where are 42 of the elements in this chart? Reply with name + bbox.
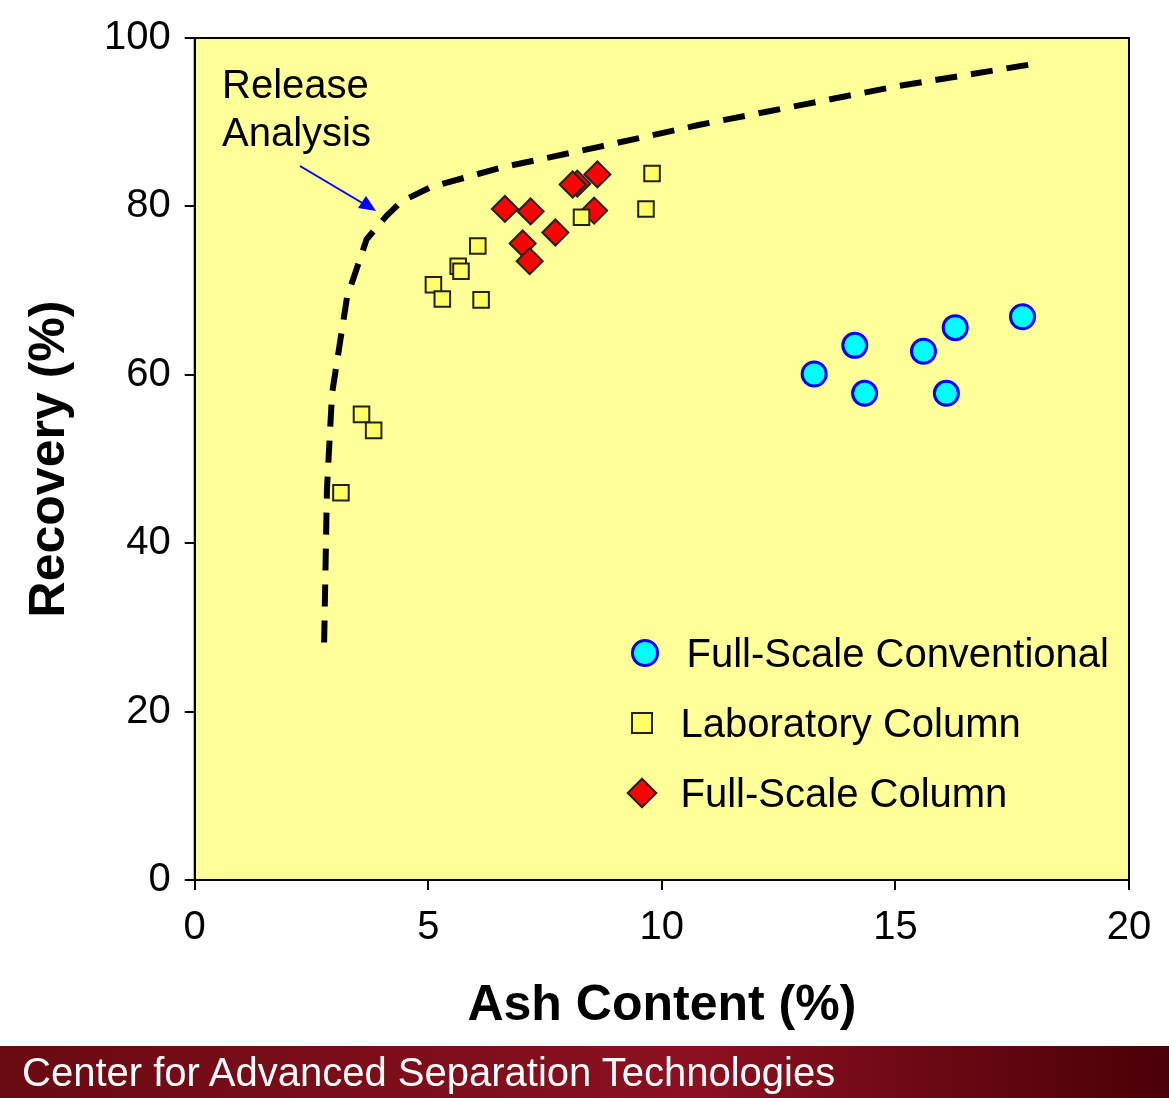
- annotation: Release Analysis: [222, 61, 372, 156]
- x-tick-label: 5: [417, 903, 440, 948]
- point: [364, 421, 383, 440]
- y-tick-label: 0: [148, 855, 171, 900]
- point: [932, 379, 960, 407]
- legend-label: Laboratory Column: [680, 700, 1021, 747]
- legend-label: Full-Scale Conventional: [686, 630, 1109, 677]
- point: [332, 483, 350, 502]
- x-tick-label: 15: [873, 903, 918, 948]
- x-tick-label: 20: [1106, 903, 1152, 948]
- point: [452, 262, 470, 281]
- point: [541, 218, 570, 247]
- point: [515, 247, 544, 276]
- legend-label: Full-Scale Column: [680, 770, 1008, 817]
- point: [909, 337, 937, 365]
- point: [558, 170, 587, 199]
- point: [637, 200, 655, 218]
- point: [572, 208, 591, 227]
- y-tick-label: 100: [103, 13, 171, 58]
- point: [941, 314, 969, 342]
- point: [508, 229, 537, 258]
- text: Center for Advanced Separation Technologies: [0, 1046, 1169, 1098]
- x-tick-label: 10: [639, 903, 685, 948]
- x-axis-title: Ash Content (%): [467, 974, 857, 1031]
- y-tick-label: 80: [126, 181, 171, 226]
- point: [643, 164, 661, 183]
- y-axis-title: Recovery (%): [18, 300, 75, 618]
- point: [516, 197, 545, 226]
- point: [583, 160, 612, 189]
- point: [800, 360, 828, 388]
- point: [841, 331, 869, 359]
- point: [433, 290, 452, 308]
- y-tick-label: 20: [126, 686, 171, 731]
- point: [851, 379, 879, 407]
- point: [469, 237, 487, 255]
- y-tick-label: 40: [126, 518, 171, 563]
- point: [490, 194, 519, 223]
- y-tick-label: 60: [126, 349, 171, 394]
- point: [1008, 303, 1036, 331]
- point: [472, 291, 490, 309]
- point: [352, 405, 371, 424]
- x-tick-label: 0: [183, 903, 206, 948]
